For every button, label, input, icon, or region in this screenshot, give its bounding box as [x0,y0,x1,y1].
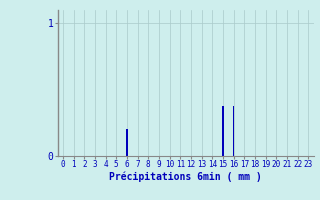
Bar [233,106,234,156]
Bar [126,129,128,156]
X-axis label: Précipitations 6min ( mm ): Précipitations 6min ( mm ) [109,172,262,182]
Bar [222,106,224,156]
